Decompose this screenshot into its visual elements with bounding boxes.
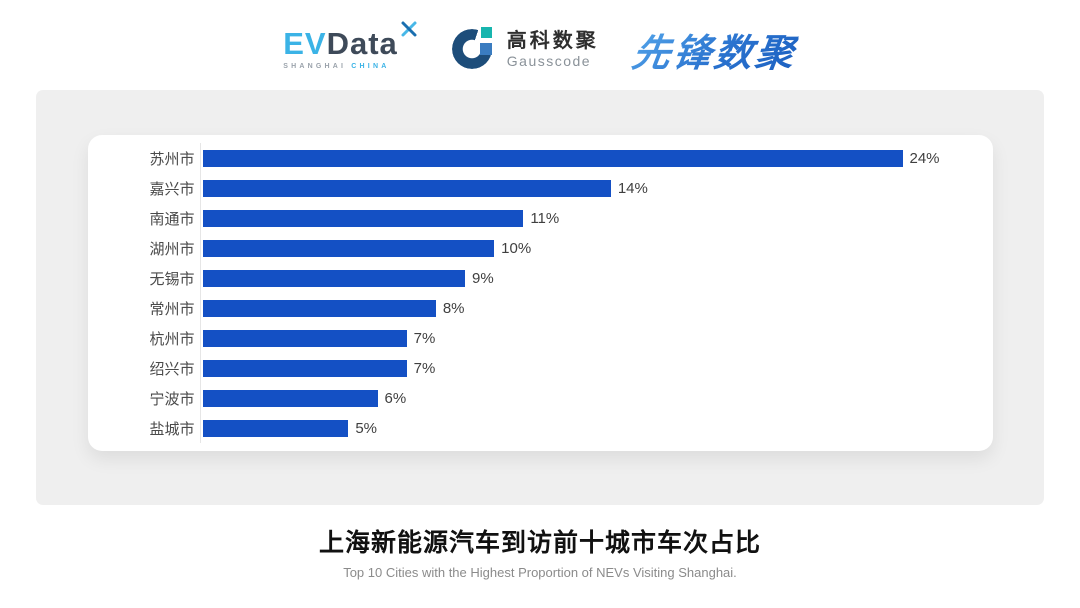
bar — [202, 329, 407, 347]
category-label: 绍兴市 — [149, 360, 195, 378]
category-label: 杭州市 — [149, 330, 195, 348]
gausscode-logo: 高科数聚 Gausscode — [451, 26, 599, 72]
value-label: 14% — [617, 179, 648, 197]
gausscode-wordmark: 高科数聚 Gausscode — [507, 30, 599, 69]
bar — [202, 149, 903, 167]
value-label: 7% — [413, 359, 436, 377]
bar-chart: 苏州市 24% 嘉兴市 14% 南通市 11% 湖州市 10% 无锡市 9% 常州市 8% 杭州市 7% 绍… — [88, 143, 993, 443]
value-label: 7% — [413, 329, 436, 347]
bar-track: 6% — [199, 383, 993, 413]
evdata-data-text: Data — [326, 26, 398, 61]
category-label: 湖州市 — [149, 240, 195, 258]
chart-row: 宁波市 6% — [150, 383, 993, 413]
chart-row: 嘉兴市 14% — [150, 173, 993, 203]
bar-track: 24% — [199, 143, 993, 173]
category-label: 南通市 — [149, 210, 195, 228]
bar — [202, 299, 436, 317]
chart-row: 绍兴市 7% — [150, 353, 993, 383]
bar — [202, 389, 378, 407]
gausscode-g-icon — [451, 26, 498, 72]
chart-subtitle: Top 10 Cities with the Highest Proportio… — [343, 565, 737, 580]
bar — [202, 239, 495, 257]
chart-row: 杭州市 7% — [150, 323, 993, 353]
chart-row: 南通市 11% — [150, 203, 993, 233]
category-label: 嘉兴市 — [149, 180, 195, 198]
gausscode-cn-text: 高科数聚 — [506, 29, 599, 52]
evdata-wordmark: EV Data — [283, 21, 418, 61]
value-label: 11% — [530, 209, 560, 227]
chart-card: 苏州市 24% 嘉兴市 14% 南通市 11% 湖州市 10% 无锡市 9% 常州市 8% 杭州市 7% 绍… — [87, 135, 993, 451]
chart-row: 盐城市 5% — [150, 413, 993, 443]
xianfeng-logo: 先锋数聚 — [629, 22, 801, 77]
evdata-ev-text: EV — [283, 26, 327, 61]
evdata-x-icon — [401, 21, 417, 37]
bar — [202, 359, 407, 377]
category-label: 常州市 — [149, 300, 195, 318]
value-label: 8% — [442, 299, 465, 317]
evdata-logo: EV Data SHANGHAI CHINA — [283, 21, 418, 70]
bar — [202, 269, 465, 287]
bar-track: 10% — [199, 233, 993, 263]
evdata-china-text: CHINA — [351, 63, 390, 70]
bar — [202, 419, 349, 437]
category-label: 无锡市 — [149, 270, 195, 288]
bar-track: 7% — [199, 353, 993, 383]
chart-row: 常州市 8% — [150, 293, 993, 323]
bar-track: 14% — [199, 173, 993, 203]
bar-track: 5% — [199, 413, 993, 443]
value-label: 6% — [384, 389, 407, 407]
category-label: 宁波市 — [149, 390, 195, 408]
value-label: 10% — [501, 239, 532, 257]
value-label: 24% — [909, 149, 940, 167]
category-label: 苏州市 — [149, 150, 195, 168]
category-label: 盐城市 — [149, 420, 195, 438]
chart-title: 上海新能源汽车到访前十城市车次占比 — [318, 529, 761, 557]
evdata-shanghai-text: SHANGHAI — [283, 63, 347, 70]
bar-track: 8% — [199, 293, 993, 323]
value-label: 9% — [472, 269, 494, 287]
chart-row: 湖州市 10% — [150, 233, 993, 263]
bar-track: 7% — [199, 323, 993, 353]
chart-panel: 苏州市 24% 嘉兴市 14% 南通市 11% 湖州市 10% 无锡市 9% 常州市 8% 杭州市 7% 绍… — [36, 90, 1044, 505]
chart-row: 无锡市 9% — [150, 263, 993, 293]
bar — [202, 209, 524, 227]
bar-track: 9% — [199, 263, 993, 293]
gausscode-en-text: Gausscode — [506, 52, 592, 69]
header-logos: EV Data SHANGHAI CHINA 高科数聚 Gausscode 先锋… — [0, 0, 1080, 88]
evdata-subtext: SHANGHAI CHINA — [283, 63, 389, 70]
value-label: 5% — [355, 419, 378, 437]
caption: 上海新能源汽车到访前十城市车次占比 Top 10 Cities with the… — [0, 523, 1080, 580]
bar-track: 11% — [199, 203, 993, 233]
bar — [202, 179, 611, 197]
chart-row: 苏州市 24% — [150, 143, 993, 173]
